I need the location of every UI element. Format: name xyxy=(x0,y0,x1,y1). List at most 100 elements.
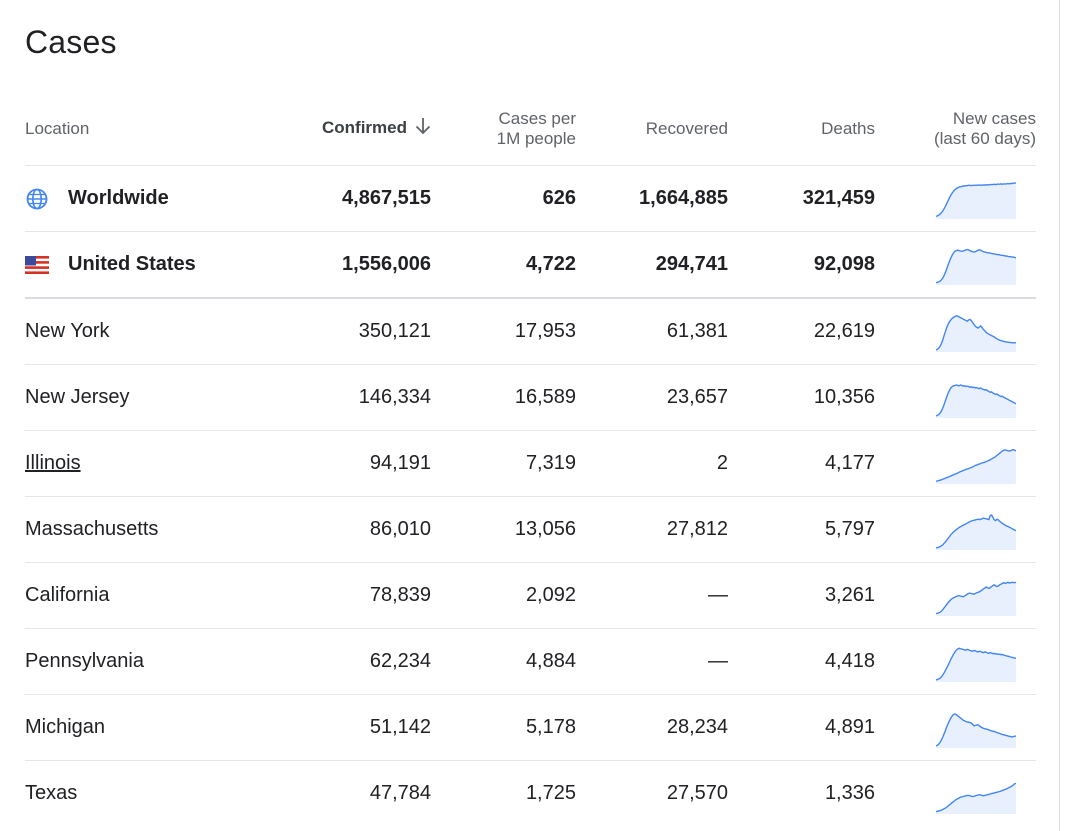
confirmed-value: 78,839 xyxy=(265,562,431,629)
new-cases-sparkline xyxy=(936,712,1016,748)
deaths-value: 92,098 xyxy=(728,231,875,298)
table-row[interactable]: Michigan 51,142 5,178 28,234 4,891 xyxy=(25,694,1036,761)
cases-per-1m-header-line2: 1M people xyxy=(496,128,576,148)
us-flag-icon xyxy=(25,253,49,277)
sparkline-area xyxy=(936,449,1016,484)
recovered-header-label: Recovered xyxy=(645,118,728,138)
deaths-value: 22,619 xyxy=(728,297,875,365)
sparkline-line xyxy=(936,647,1016,681)
arrow-down-icon xyxy=(415,117,431,140)
location-cell: Massachusetts xyxy=(25,496,265,563)
recovered-value: 27,570 xyxy=(576,760,728,826)
confirmed-header-label: Confirmed xyxy=(322,117,407,137)
sparkline-line xyxy=(936,314,1016,351)
sparkline-line xyxy=(936,513,1016,549)
new-cases-sparkline xyxy=(936,782,1016,814)
confirmed-value: 47,784 xyxy=(265,760,431,826)
sparkline-line xyxy=(936,248,1016,283)
table-row[interactable]: Worldwide 4,867,515 626 1,664,885 321,45… xyxy=(25,165,1036,232)
new-cases-sparkline xyxy=(936,181,1016,219)
cases-per-1m-value: 17,953 xyxy=(431,297,576,365)
globe-icon xyxy=(25,187,49,211)
recovered-value: 294,741 xyxy=(576,231,728,298)
sparkline-area xyxy=(936,581,1016,616)
location-name: California xyxy=(25,584,110,606)
new-cases-header-line2: (last 60 days) xyxy=(933,128,1036,148)
sparkline-cell xyxy=(875,694,1036,761)
new-cases-sparkline xyxy=(936,248,1016,285)
sparkline-area xyxy=(936,315,1016,352)
sparkline-cell xyxy=(875,231,1036,298)
recovered-value: — xyxy=(576,628,728,695)
table-row[interactable]: California 78,839 2,092 — 3,261 xyxy=(25,562,1036,629)
cases-per-1m-value: 4,884 xyxy=(431,628,576,695)
location-name: Michigan xyxy=(25,716,106,738)
cases-per-1m-value: 7,319 xyxy=(431,430,576,497)
location-cell: Pennsylvania xyxy=(25,628,265,695)
cases-per-1m-value: 626 xyxy=(431,165,576,232)
new-cases-header-line1: New cases xyxy=(952,108,1036,128)
deaths-value: 321,459 xyxy=(728,165,875,232)
table-row[interactable]: United States 1,556,006 4,722 294,741 92… xyxy=(25,231,1036,298)
column-header-new-cases: New cases (last 60 days) xyxy=(875,92,1036,166)
table-row[interactable]: Illinois 94,191 7,319 2 4,177 xyxy=(25,430,1036,497)
sparkline-cell xyxy=(875,297,1036,365)
recovered-value: 1,664,885 xyxy=(576,165,728,232)
location-name: United States xyxy=(68,253,196,275)
deaths-value: 10,356 xyxy=(728,364,875,431)
sparkline-line xyxy=(936,383,1016,417)
cases-per-1m-value: 16,589 xyxy=(431,364,576,431)
deaths-value: 1,336 xyxy=(728,760,875,826)
location-link[interactable]: Illinois xyxy=(25,452,81,474)
sparkline-line xyxy=(936,712,1016,747)
location-name: Texas xyxy=(25,782,78,804)
table-body: Worldwide 4,867,515 626 1,664,885 321,45… xyxy=(25,165,1036,826)
location-cell: California xyxy=(25,562,265,629)
column-header-cases-per-1m[interactable]: Cases per 1M people xyxy=(431,92,576,166)
sparkline-cell xyxy=(875,165,1036,232)
column-header-deaths[interactable]: Deaths xyxy=(728,92,875,166)
table-header: Location Confirmed Cases per 1M people Re… xyxy=(25,92,1036,166)
table-row[interactable]: Pennsylvania 62,234 4,884 — 4,418 xyxy=(25,628,1036,695)
recovered-value: 27,812 xyxy=(576,496,728,563)
location-cell: New Jersey xyxy=(25,364,265,431)
new-cases-sparkline xyxy=(936,647,1016,682)
table-row[interactable]: New Jersey 146,334 16,589 23,657 10,356 xyxy=(25,364,1036,431)
location-name: Worldwide xyxy=(68,187,169,209)
table-row[interactable]: New York 350,121 17,953 61,381 22,619 xyxy=(25,297,1036,365)
cases-per-1m-value: 5,178 xyxy=(431,694,576,761)
deaths-header-label: Deaths xyxy=(821,118,875,138)
column-header-recovered[interactable]: Recovered xyxy=(576,92,728,166)
confirmed-value: 1,556,006 xyxy=(265,231,431,298)
location-cell: United States xyxy=(25,231,265,298)
new-cases-sparkline xyxy=(936,314,1016,352)
deaths-value: 5,797 xyxy=(728,496,875,563)
table-row[interactable]: Texas 47,784 1,725 27,570 1,336 xyxy=(25,760,1036,826)
sparkline-line xyxy=(936,782,1016,812)
sparkline-cell xyxy=(875,760,1036,826)
confirmed-value: 62,234 xyxy=(265,628,431,695)
cases-per-1m-value: 1,725 xyxy=(431,760,576,826)
location-cell: Texas xyxy=(25,760,265,826)
cases-per-1m-header-line1: Cases per xyxy=(498,108,576,128)
sparkline-cell xyxy=(875,364,1036,431)
confirmed-value: 350,121 xyxy=(265,297,431,365)
deaths-value: 4,891 xyxy=(728,694,875,761)
confirmed-value: 4,867,515 xyxy=(265,165,431,232)
sparkline-cell xyxy=(875,430,1036,497)
column-header-location[interactable]: Location xyxy=(25,92,265,166)
cases-per-1m-value: 13,056 xyxy=(431,496,576,563)
deaths-value: 4,418 xyxy=(728,628,875,695)
new-cases-sparkline xyxy=(936,513,1016,550)
sparkline-cell xyxy=(875,628,1036,695)
table-row[interactable]: Massachusetts 86,010 13,056 27,812 5,797 xyxy=(25,496,1036,563)
sparkline-line xyxy=(936,581,1016,614)
deaths-value: 4,177 xyxy=(728,430,875,497)
sparkline-area xyxy=(936,647,1016,682)
recovered-value: 2 xyxy=(576,430,728,497)
confirmed-value: 94,191 xyxy=(265,430,431,497)
recovered-value: 61,381 xyxy=(576,297,728,365)
column-header-confirmed[interactable]: Confirmed xyxy=(265,92,431,166)
sparkline-area xyxy=(936,182,1016,219)
